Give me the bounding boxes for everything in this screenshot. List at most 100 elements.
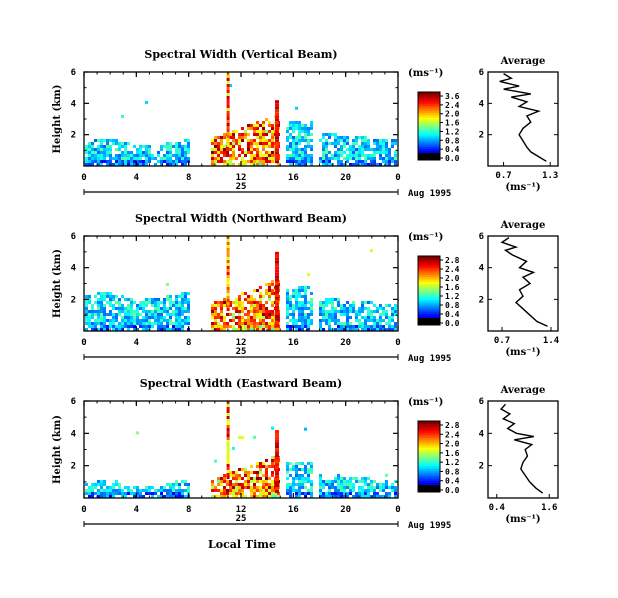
- heatmap-cell: [247, 298, 250, 301]
- heatmap-cell: [238, 154, 241, 157]
- heatmap-cell: [346, 160, 349, 163]
- heatmap-cell: [367, 307, 370, 310]
- heatmap-cell: [340, 154, 343, 157]
- heatmap-cell: [157, 304, 160, 307]
- heatmap-cell: [169, 495, 172, 498]
- heatmap-cell: [319, 319, 322, 322]
- heatmap-cell: [292, 157, 295, 160]
- heatmap-cell: [94, 160, 97, 163]
- heatmap-cell: [232, 325, 235, 328]
- heatmap-cell: [349, 486, 352, 489]
- heatmap-cell: [223, 160, 226, 163]
- heatmap-cell: [112, 316, 115, 319]
- heatmap-cell: [148, 298, 151, 301]
- heatmap-cell: [271, 492, 274, 495]
- heatmap-cell: [310, 292, 313, 295]
- heatmap-cell: [271, 280, 274, 283]
- colorbar-segment: [418, 101, 440, 104]
- heatmap-cell: [385, 139, 388, 142]
- heatmap-cell: [115, 480, 118, 483]
- heatmap-cell: [322, 151, 325, 154]
- heatmap-cell: [337, 163, 340, 166]
- heatmap-cell: [355, 157, 358, 160]
- heatmap-cell: [328, 495, 331, 498]
- average-x-label: (ms⁻¹): [505, 347, 540, 358]
- heatmap-cell: [328, 322, 331, 325]
- heatmap-cell: [187, 316, 190, 319]
- day-label: 25: [236, 514, 247, 524]
- colorbar-segment: [418, 297, 440, 301]
- heatmap-cell: [250, 151, 253, 154]
- heatmap-cell: [262, 130, 265, 133]
- heatmap-cell: [367, 154, 370, 157]
- plume-cell: [226, 78, 230, 81]
- heatmap-cell: [187, 148, 190, 151]
- heatmap-cell: [256, 130, 259, 133]
- heatmap-cell: [292, 307, 295, 310]
- heatmap-cell: [394, 486, 397, 489]
- heatmap-cell: [211, 489, 214, 492]
- heatmap-cell: [241, 139, 244, 142]
- heatmap-cell: [145, 486, 148, 489]
- x-tick-label: 0: [81, 338, 86, 348]
- heatmap-cell: [181, 313, 184, 316]
- plume-cell: [226, 120, 230, 123]
- heatmap-cell: [154, 313, 157, 316]
- plume-cell: [226, 144, 230, 147]
- heatmap-cell: [301, 139, 304, 142]
- heatmap-cell: [337, 483, 340, 486]
- heatmap-cell: [145, 325, 148, 328]
- heatmap-cell: [301, 313, 304, 316]
- plume-cell: [226, 425, 230, 428]
- heatmap-cell: [271, 310, 274, 313]
- heatmap-cell: [112, 298, 115, 301]
- heatmap-cell: [304, 295, 307, 298]
- heatmap-cell: [268, 142, 271, 145]
- heatmap-cell: [298, 154, 301, 157]
- plume-cell: [226, 455, 230, 458]
- heatmap-cell: [271, 471, 274, 474]
- colorbar-segment: [418, 146, 440, 150]
- heatmap-cell: [142, 495, 145, 498]
- heatmap-cell: [256, 136, 259, 139]
- x-tick-label: 4: [134, 505, 140, 515]
- heatmap-cell: [181, 322, 184, 325]
- colorbar-segment: [418, 482, 440, 486]
- heatmap-cell: [244, 163, 247, 166]
- heatmap-cell: [268, 139, 271, 142]
- plume-cell: [226, 99, 230, 102]
- heatmap-cell: [166, 160, 169, 163]
- spike-cell: [275, 281, 280, 285]
- heatmap-cell: [262, 142, 265, 145]
- heatmap-cell: [88, 163, 91, 166]
- heatmap-cell: [100, 304, 103, 307]
- heatmap-cell: [94, 310, 97, 313]
- heatmap-cell: [268, 145, 271, 148]
- heatmap-cell: [148, 489, 151, 492]
- spike-cell: [275, 145, 280, 149]
- plume-cell: [226, 132, 230, 135]
- heatmap-cell: [238, 148, 241, 151]
- heatmap-cell: [394, 307, 397, 310]
- spike-cell: [275, 251, 280, 255]
- heatmap-cell: [178, 295, 181, 298]
- heatmap-cell: [184, 495, 187, 498]
- heatmap-cell: [118, 307, 121, 310]
- heatmap-cell: [364, 480, 367, 483]
- heatmap-cell: [343, 304, 346, 307]
- plume-cell: [226, 296, 230, 299]
- colorbar-segment: [418, 421, 440, 424]
- heatmap-cell: [232, 313, 235, 316]
- heatmap-cell: [337, 489, 340, 492]
- colorbar: (ms⁻¹)3.62.42.01.61.20.80.40.0: [408, 68, 460, 163]
- heatmap-cell: [295, 307, 298, 310]
- colorbar-segment: [418, 477, 440, 481]
- heatmap-cell: [298, 328, 301, 331]
- heatmap-cell: [94, 486, 97, 489]
- heatmap-cell: [265, 313, 268, 316]
- date-label: Aug 1995: [408, 521, 451, 531]
- average-x-tick-label: 1.4: [543, 336, 560, 346]
- heatmap-cell: [154, 316, 157, 319]
- heatmap-cell: [382, 307, 385, 310]
- heatmap-cell: [148, 310, 151, 313]
